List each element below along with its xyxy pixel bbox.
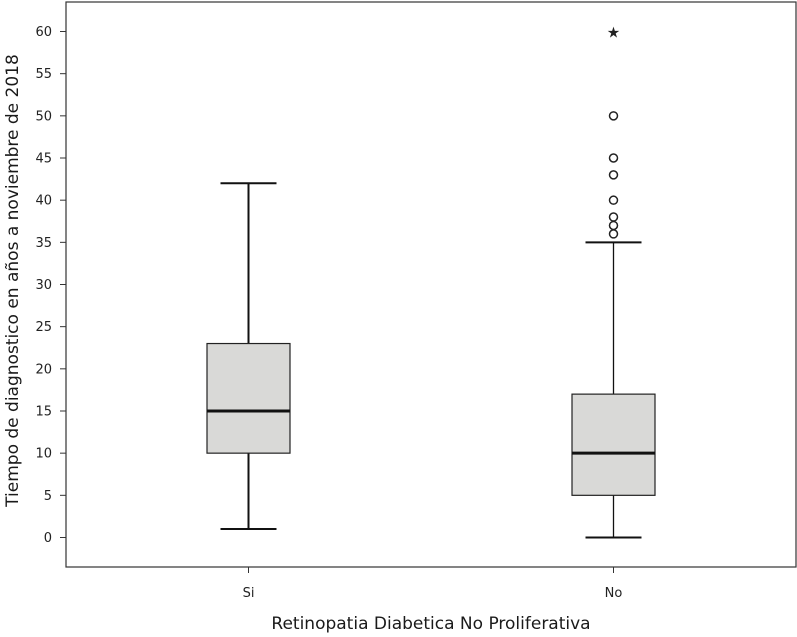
x-tick-label: Si: [243, 586, 255, 601]
boxplot-marks: ★: [206, 24, 656, 539]
x-tick-label: No: [605, 586, 623, 601]
y-tick-label: 55: [35, 67, 52, 82]
plot-area: [65, 1, 797, 568]
box-group-no: ★: [571, 24, 656, 539]
extreme-point: ★: [607, 24, 620, 42]
y-tick-label: 10: [35, 447, 52, 462]
y-tick-label: 15: [35, 404, 52, 419]
y-tick-label: 60: [35, 25, 52, 40]
y-tick-label: 40: [35, 194, 52, 209]
y-tick-label: 30: [35, 278, 52, 293]
y-tick-label: 50: [35, 109, 52, 124]
iqr-box: [571, 393, 656, 496]
outlier-point: [608, 229, 619, 239]
y-tick-label: 25: [35, 320, 52, 335]
x-axis: Si No: [243, 567, 623, 601]
x-axis-title: Retinopatia Diabetica No Proliferativa: [271, 614, 590, 634]
y-axis: 0 5 10 15 20 25 30 35 40 45 50 55 60: [35, 25, 66, 546]
y-tick-label: 20: [35, 362, 52, 377]
outlier-point: [608, 212, 619, 222]
y-tick-label: 45: [35, 152, 52, 167]
box-group-si: [206, 182, 291, 531]
outlier-point: [608, 111, 619, 121]
outlier-point: [608, 195, 619, 205]
iqr-box: [206, 342, 291, 454]
outlier-point: [608, 170, 619, 180]
outlier-point: [608, 220, 619, 231]
y-tick-label: 0: [44, 531, 52, 546]
y-tick-label: 5: [44, 489, 52, 504]
y-tick-label: 35: [35, 236, 52, 251]
y-axis-title: Tiempo de diagnostico en años a noviembr…: [3, 54, 23, 508]
outlier-point: [608, 153, 619, 163]
